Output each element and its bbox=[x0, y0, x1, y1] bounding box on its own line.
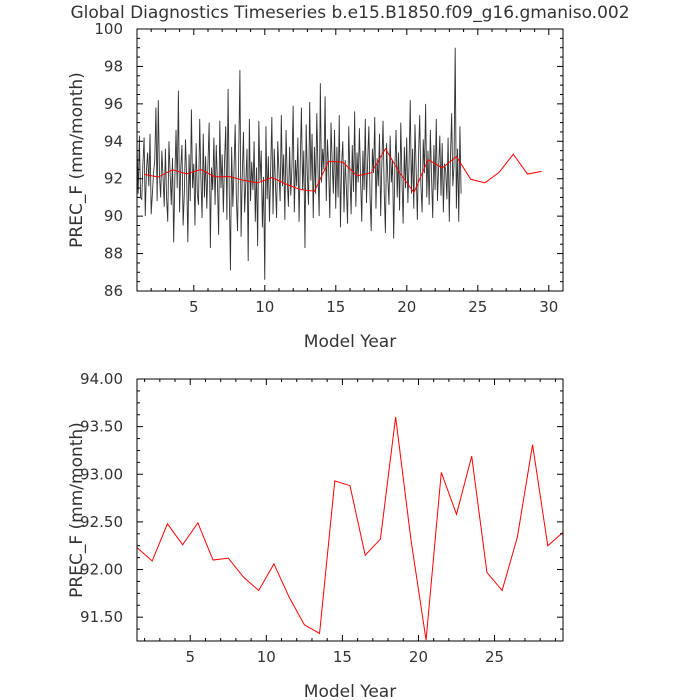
top-y-tick-label: 96 bbox=[104, 95, 123, 113]
bottom-x-axis-label: Model Year bbox=[304, 682, 396, 700]
top-panel-ticks: 5 10 15 20 25 30 86 88 90 92 94 96 98 100 bbox=[94, 20, 564, 316]
bottom-panel-marks bbox=[136, 417, 564, 641]
top-x-tick-label: 10 bbox=[255, 298, 274, 316]
bottom-panel: 5 10 15 20 2591.5092.0092.5093.0093.5094.00 … bbox=[67, 370, 564, 700]
top-y-tick-label: 90 bbox=[104, 207, 123, 225]
top-x-axis-label: Model Year bbox=[304, 332, 396, 352]
figure-title: Global Diagnostics Timeseries b.e15.B185… bbox=[70, 3, 629, 23]
top-panel-marks bbox=[136, 47, 542, 280]
bottom-x-tick-label: 15 bbox=[333, 648, 352, 666]
top-x-tick-label: 25 bbox=[468, 298, 487, 316]
top-y-tick-label: 98 bbox=[104, 57, 123, 75]
bottom-y-tick-label: 93.50 bbox=[80, 418, 123, 436]
top-series-line-0 bbox=[136, 47, 462, 280]
bottom-x-tick-label: 20 bbox=[409, 648, 428, 666]
top-x-tick-label: 15 bbox=[326, 298, 345, 316]
bottom-y-tick-label: 94.00 bbox=[80, 370, 123, 388]
bottom-y-tick-label: 91.50 bbox=[80, 608, 123, 626]
bottom-y-tick-label: 92.50 bbox=[80, 513, 123, 531]
top-y-tick-label: 100 bbox=[94, 20, 123, 38]
top-y-tick-label: 88 bbox=[104, 245, 123, 263]
top-y-tick-label: 92 bbox=[104, 170, 123, 188]
top-y-axis-label: PREC_F (mm/month) bbox=[67, 72, 87, 248]
bottom-y-axis-label: PREC_F (mm/month) bbox=[67, 422, 87, 598]
top-y-tick-label: 86 bbox=[104, 282, 123, 300]
bottom-x-tick-label: 5 bbox=[185, 648, 195, 666]
top-y-tick-label: 94 bbox=[104, 132, 123, 150]
bottom-x-tick-label: 10 bbox=[257, 648, 276, 666]
top-series-line-1 bbox=[144, 147, 542, 194]
bottom-y-tick-label: 92.00 bbox=[80, 561, 123, 579]
top-x-tick-label: 30 bbox=[539, 298, 558, 316]
bottom-y-tick-label: 93.00 bbox=[80, 465, 123, 483]
top-x-tick-label: 5 bbox=[189, 298, 199, 316]
top-x-tick-label: 20 bbox=[397, 298, 416, 316]
bottom-series-line-0 bbox=[136, 417, 564, 641]
bottom-x-tick-label: 25 bbox=[485, 648, 504, 666]
bottom-panel-ticks: 5 10 15 20 25 91.50 92.00 92.50 93.00 93.50 94.00 bbox=[80, 370, 563, 666]
bottom-plot-frame bbox=[136, 378, 564, 642]
